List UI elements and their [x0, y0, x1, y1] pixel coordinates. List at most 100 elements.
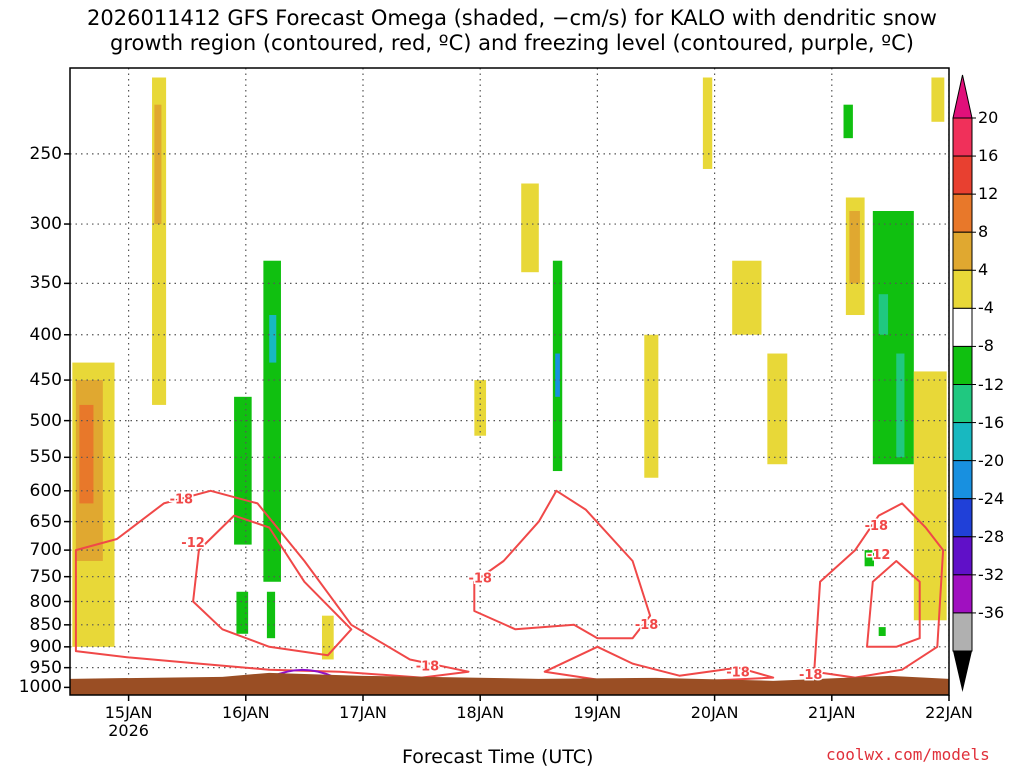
colorbar-swatch [952, 460, 973, 500]
colorbar-level-label: -36 [978, 602, 1005, 622]
omega-shaded-region [864, 550, 874, 567]
plot-frame [69, 67, 950, 696]
colorbar-level-label: -28 [978, 526, 1005, 546]
y-tick-label: 400 [29, 324, 62, 345]
colorbar-swatch [952, 574, 973, 614]
colorbar-swatch [952, 231, 973, 271]
contour-label: -18 [468, 572, 492, 587]
y-tick-label: 550 [29, 447, 62, 468]
x-tick-date: 16JAN [221, 703, 270, 722]
colorbar-level-label: 16 [978, 146, 999, 166]
colorbar-level-label: -20 [978, 450, 1005, 470]
omega-shaded-region [269, 315, 277, 363]
contour-label: -18 [635, 618, 659, 633]
colorbar-bottom-arrow [953, 651, 972, 692]
omega-shaded-region [849, 210, 860, 284]
dgz-contour-line [473, 489, 652, 640]
colorbar-level-label: -24 [978, 488, 1005, 508]
omega-shaded-region [644, 334, 659, 478]
y-tick-label: 500 [29, 410, 62, 431]
y-tick-label: 950 [29, 657, 62, 678]
colorbar-level-label: -16 [978, 412, 1005, 432]
colorbar-swatch [952, 422, 973, 462]
dgz-contour-line [192, 514, 353, 657]
x-tick-date: 20JAN [690, 703, 739, 722]
colorbar-level-label: -4 [978, 298, 994, 318]
x-axis-label: Forecast Time (UTC) [402, 746, 594, 768]
contour-label: -18 [170, 492, 194, 507]
x-tick-label: 20JAN [670, 704, 760, 722]
omega-shaded-region [263, 260, 281, 582]
contour-label: -12 [181, 536, 205, 551]
omega-shaded-region [878, 627, 886, 636]
colorbar-level-label: 12 [978, 184, 999, 204]
site-credit: coolwx.com/models [826, 745, 990, 764]
omega-shaded-region [843, 104, 853, 139]
colorbar-swatch [952, 193, 973, 233]
y-tick-label: 900 [29, 636, 62, 657]
x-tick-date: 18JAN [456, 703, 505, 722]
contour-label: -18 [865, 519, 889, 534]
colorbar-level-label: -32 [978, 564, 1005, 584]
y-tick-label: 850 [29, 614, 62, 635]
omega-shaded-region [266, 591, 276, 639]
colorbar-swatch [952, 612, 973, 652]
contour-label: -18 [799, 668, 823, 683]
x-tick-date: 17JAN [339, 703, 387, 722]
contour-label: -12 [867, 548, 891, 563]
colorbar-swatch [952, 498, 973, 538]
plot-area: -18 -12 -18 -18 -18 -18 -18 -18 -12 [70, 68, 949, 695]
y-tick-label: 300 [29, 214, 62, 235]
colorbar-top-arrow [952, 74, 973, 119]
x-tick-date: 15JAN [104, 703, 153, 722]
x-tick-label: 22JAN [904, 704, 994, 722]
x-tick-label: 21JAN [787, 704, 877, 722]
x-tick-label: 17JAN [318, 704, 408, 722]
chart-title-line-1: 2026011412 GFS Forecast Omega (shaded, −… [87, 6, 937, 30]
dgz-contour-line [866, 560, 921, 648]
colorbar-level-label: 4 [978, 260, 989, 280]
omega-shaded-region [79, 404, 94, 504]
x-tick-year: 2026 [108, 721, 149, 740]
omega-shaded-region [872, 210, 914, 465]
y-tick-label: 650 [29, 511, 62, 532]
y-tick-label: 600 [29, 480, 62, 501]
x-tick-date: 21JAN [807, 703, 856, 722]
omega-shaded-region [767, 353, 788, 465]
y-tick-label: 350 [29, 273, 62, 294]
colorbar-swatch [952, 536, 973, 576]
colorbar-swatch [952, 307, 973, 347]
omega-shaded-region [702, 77, 713, 169]
omega-shaded-region [931, 77, 945, 122]
omega-shaded-region [474, 380, 487, 436]
colorbar-swatch [952, 117, 973, 157]
omega-shaded-region [555, 353, 560, 397]
omega-shaded-region [521, 183, 539, 273]
omega-shaded-region [154, 104, 162, 225]
contour-label: -18 [726, 666, 750, 681]
dgz-contour-line [74, 489, 470, 679]
y-tick-label: 700 [29, 540, 62, 561]
colorbar-level-label: 20 [978, 108, 999, 127]
x-tick-date: 19JAN [573, 703, 622, 722]
x-tick-label: 18JAN [435, 704, 525, 722]
colorbar-level-label: -8 [978, 336, 994, 356]
omega-shaded-region [896, 353, 905, 458]
omega-shaded-region [732, 260, 762, 335]
y-tick-label: 450 [29, 370, 62, 391]
omega-shaded-region [236, 591, 249, 634]
omega-shaded-region [234, 396, 252, 545]
chart-title-line-2: growth region (contoured, red, ºC) and f… [110, 31, 914, 55]
colorbar-swatch [952, 345, 973, 385]
y-tick-label: 800 [29, 591, 62, 612]
omega-shaded-region [878, 294, 889, 335]
y-tick-label: 750 [29, 566, 62, 587]
x-tick-label: 16JAN [201, 704, 291, 722]
colorbar-level-label: -12 [978, 374, 1005, 394]
contour-label: -18 [416, 660, 440, 675]
colorbar-swatch [952, 269, 973, 309]
x-tick-label: 15JAN 2026 [84, 704, 174, 740]
y-tick-label: 1000 [18, 677, 62, 698]
dgz-contour-line [813, 502, 945, 679]
